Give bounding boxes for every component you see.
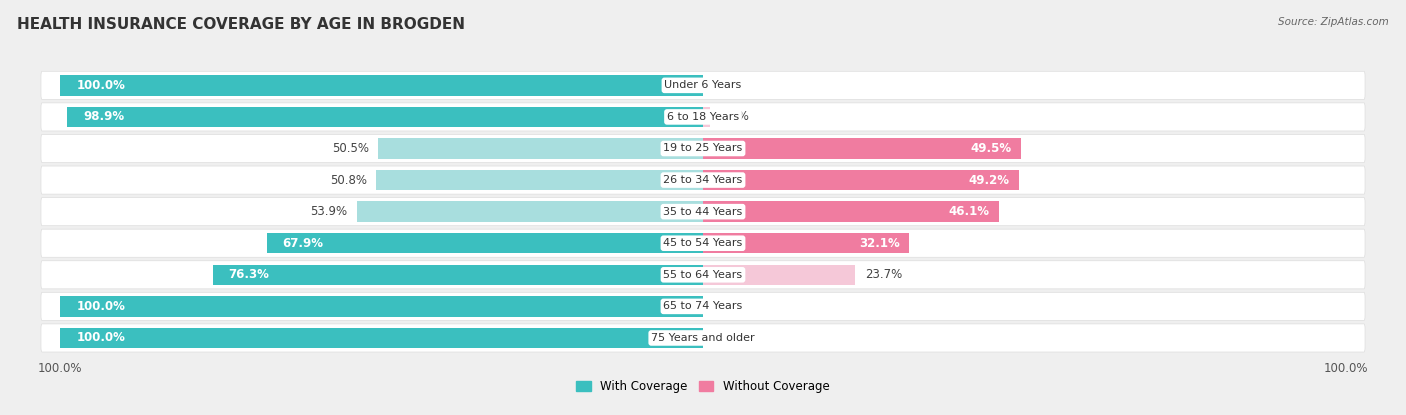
Bar xyxy=(267,233,703,254)
Text: 50.8%: 50.8% xyxy=(330,173,367,187)
Text: 19 to 25 Years: 19 to 25 Years xyxy=(664,144,742,154)
Bar xyxy=(60,328,703,348)
Bar xyxy=(377,170,703,190)
Text: 67.9%: 67.9% xyxy=(283,237,323,250)
Text: 35 to 44 Years: 35 to 44 Years xyxy=(664,207,742,217)
Bar xyxy=(703,201,1000,222)
Bar xyxy=(703,170,1019,190)
Text: Under 6 Years: Under 6 Years xyxy=(665,81,741,90)
Text: 0.0%: 0.0% xyxy=(713,300,742,313)
FancyBboxPatch shape xyxy=(41,198,1365,226)
Bar xyxy=(703,107,710,127)
Text: 0.0%: 0.0% xyxy=(713,332,742,344)
Text: 100.0%: 100.0% xyxy=(76,332,125,344)
Text: 100.0%: 100.0% xyxy=(76,79,125,92)
Bar xyxy=(357,201,703,222)
Text: 75 Years and older: 75 Years and older xyxy=(651,333,755,343)
Text: 55 to 64 Years: 55 to 64 Years xyxy=(664,270,742,280)
Bar xyxy=(67,107,703,127)
Text: Source: ZipAtlas.com: Source: ZipAtlas.com xyxy=(1278,17,1389,27)
Text: 23.7%: 23.7% xyxy=(865,269,903,281)
Text: 53.9%: 53.9% xyxy=(309,205,347,218)
Text: 26 to 34 Years: 26 to 34 Years xyxy=(664,175,742,185)
Text: 0.0%: 0.0% xyxy=(713,79,742,92)
FancyBboxPatch shape xyxy=(41,292,1365,320)
FancyBboxPatch shape xyxy=(41,166,1365,194)
Bar xyxy=(378,138,703,159)
FancyBboxPatch shape xyxy=(41,324,1365,352)
Text: 76.3%: 76.3% xyxy=(229,269,270,281)
Text: HEALTH INSURANCE COVERAGE BY AGE IN BROGDEN: HEALTH INSURANCE COVERAGE BY AGE IN BROG… xyxy=(17,17,465,32)
Bar xyxy=(60,296,703,317)
Bar xyxy=(703,138,1021,159)
Bar xyxy=(60,75,703,95)
FancyBboxPatch shape xyxy=(41,261,1365,289)
Text: 6 to 18 Years: 6 to 18 Years xyxy=(666,112,740,122)
Legend: With Coverage, Without Coverage: With Coverage, Without Coverage xyxy=(572,375,834,398)
Bar xyxy=(703,233,910,254)
Text: 100.0%: 100.0% xyxy=(76,300,125,313)
Text: 49.5%: 49.5% xyxy=(970,142,1011,155)
Text: 46.1%: 46.1% xyxy=(949,205,990,218)
FancyBboxPatch shape xyxy=(41,71,1365,100)
Text: 45 to 54 Years: 45 to 54 Years xyxy=(664,238,742,248)
FancyBboxPatch shape xyxy=(41,134,1365,163)
FancyBboxPatch shape xyxy=(41,229,1365,257)
Text: 32.1%: 32.1% xyxy=(859,237,900,250)
FancyBboxPatch shape xyxy=(41,103,1365,131)
Text: 50.5%: 50.5% xyxy=(332,142,368,155)
Text: 1.1%: 1.1% xyxy=(720,110,749,123)
Text: 49.2%: 49.2% xyxy=(969,173,1010,187)
Text: 98.9%: 98.9% xyxy=(83,110,125,123)
Text: 65 to 74 Years: 65 to 74 Years xyxy=(664,301,742,311)
Bar xyxy=(703,264,855,285)
Bar xyxy=(212,264,703,285)
